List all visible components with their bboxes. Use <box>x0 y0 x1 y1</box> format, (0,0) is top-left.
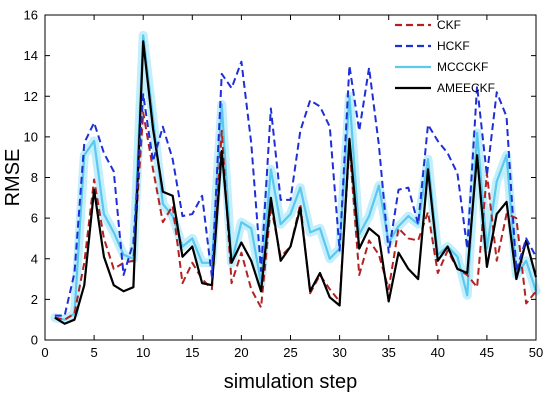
x-tick-label: 10 <box>136 345 150 360</box>
legend-label-ameeckf: AMEECKF <box>437 81 495 95</box>
x-tick-label: 0 <box>41 345 48 360</box>
y-tick-label: 16 <box>24 8 38 23</box>
legend-label-mccckf: MCCCKF <box>437 60 488 74</box>
x-tick-label: 45 <box>480 345 494 360</box>
x-tick-label: 5 <box>90 345 97 360</box>
y-tick-label: 6 <box>31 211 38 226</box>
y-tick-label: 0 <box>31 333 38 348</box>
legend-label-hckf: HCKF <box>437 39 470 53</box>
x-axis-title: simulation step <box>224 371 357 393</box>
y-tick-label: 10 <box>24 129 38 144</box>
axes <box>44 14 537 341</box>
y-tick-label: 8 <box>31 170 38 185</box>
y-tick-label: 4 <box>31 251 38 266</box>
x-tick-label: 25 <box>283 345 297 360</box>
y-tick-label: 12 <box>24 89 38 104</box>
y-tick-label: 14 <box>24 48 38 63</box>
tick-labels: 0 5 10 15 20 25 30 35 40 45 50 0 2 4 6 8 10 12 14 16 <box>24 8 544 361</box>
legend-label-ckf: CKF <box>437 18 461 32</box>
x-tick-label: 30 <box>332 345 346 360</box>
legend: CKF HCKF MCCCKF AMEECKF <box>395 18 495 95</box>
x-tick-label: 15 <box>185 345 199 360</box>
x-tick-label: 40 <box>431 345 445 360</box>
y-axis-title: RMSE <box>2 149 24 207</box>
series-line-hckf <box>54 60 537 317</box>
series-line-ameeckf <box>54 40 538 325</box>
x-tick-label: 50 <box>529 345 543 360</box>
y-tick-label: 2 <box>31 292 38 307</box>
series-halo-mcccckf <box>50 30 541 325</box>
x-tick-label: 35 <box>381 345 395 360</box>
x-tick-label: 20 <box>234 345 248 360</box>
series-layer <box>50 30 541 325</box>
